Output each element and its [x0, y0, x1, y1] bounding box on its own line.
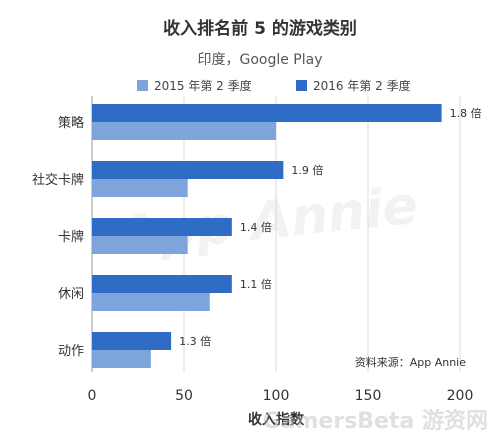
data-label-0: 1.8 倍: [450, 106, 482, 120]
bar-2016-4: [92, 332, 172, 350]
x-tick-label-1: 50: [175, 388, 193, 404]
x-tick-labels: 0 50 100 150 200: [88, 388, 474, 404]
x-tick-label-2: 100: [263, 388, 290, 404]
data-label-2: 1.4 倍: [240, 220, 272, 234]
category-label-0: 策略: [58, 115, 84, 131]
bar-2015-4: [92, 350, 151, 368]
bar-2016-2: [92, 218, 232, 236]
category-label-4: 动作: [58, 344, 84, 359]
x-axis-label: 收入指数: [248, 411, 305, 428]
category-label-3: 休闲: [58, 287, 84, 302]
chart-subtitle: 印度，Google Play: [197, 52, 322, 68]
category-label-1: 社交卡牌: [32, 172, 84, 188]
x-tick-label-0: 0: [88, 388, 97, 404]
bars: [92, 104, 442, 368]
data-labels: 1.8 倍 1.9 倍 1.4 倍 1.1 倍 1.3 倍: [179, 106, 481, 348]
bar-2015-1: [92, 179, 188, 197]
source-note: 资料来源：App Annie: [355, 355, 467, 369]
legend-label-0: 2015 年第 2 季度: [154, 78, 252, 93]
x-tick-label-3: 150: [355, 388, 382, 404]
data-label-1: 1.9 倍: [291, 163, 323, 177]
legend-swatch-0: [137, 80, 148, 91]
bar-2016-1: [92, 161, 284, 179]
legend-label-1: 2016 年第 2 季度: [313, 78, 411, 93]
legend: 2015 年第 2 季度 2016 年第 2 季度: [137, 78, 411, 93]
data-label-4: 1.3 倍: [179, 334, 211, 348]
legend-swatch-1: [296, 80, 307, 91]
bar-2015-2: [92, 236, 188, 254]
chart-title: 收入排名前 5 的游戏类别: [163, 18, 357, 39]
bar-2015-0: [92, 122, 276, 140]
x-tick-label-4: 200: [447, 388, 474, 404]
bar-2016-0: [92, 104, 442, 122]
data-label-3: 1.1 倍: [240, 277, 272, 291]
bar-2016-3: [92, 275, 232, 293]
bar-2015-3: [92, 293, 210, 311]
footer-watermark: GamersBeta 游资网: [263, 408, 488, 434]
category-label-2: 卡牌: [58, 229, 84, 245]
